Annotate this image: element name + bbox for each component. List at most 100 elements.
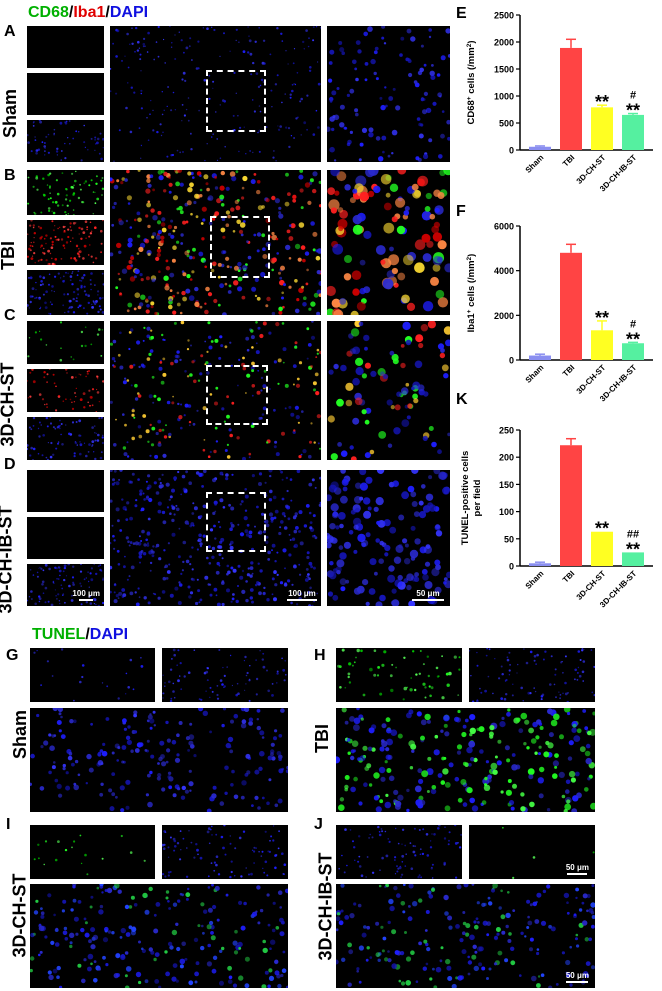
cell-dot <box>209 686 212 689</box>
cell-dot <box>432 877 434 879</box>
cell-dot <box>29 224 32 227</box>
cell-dot <box>68 433 70 435</box>
panel-letter-i: I <box>6 816 11 833</box>
cell-dot <box>447 915 453 921</box>
cell-dot <box>38 857 40 860</box>
cell-dot <box>581 901 585 905</box>
cell-dot <box>238 975 244 981</box>
cell-dot <box>364 362 371 369</box>
cell-dot <box>365 876 367 878</box>
cell-dot <box>72 884 77 887</box>
cell-dot <box>32 574 35 576</box>
cell-dot <box>373 649 377 652</box>
cell-dot <box>411 501 418 507</box>
cell-dot <box>266 598 270 602</box>
cell-dot <box>403 210 410 216</box>
cell-dot <box>585 973 590 978</box>
cell-dot <box>138 365 141 369</box>
cell-dot <box>271 593 274 596</box>
cell-dot <box>29 454 32 457</box>
cell-dot <box>44 564 48 567</box>
cell-dot <box>182 151 184 153</box>
cell-dot <box>384 552 389 557</box>
cell-dot <box>122 718 127 724</box>
cell-dot <box>310 335 316 340</box>
cell-dot <box>232 230 236 233</box>
cell-dot <box>361 409 367 415</box>
cell-dot <box>349 445 354 450</box>
cell-dot <box>73 455 76 458</box>
cell-dot <box>197 67 200 70</box>
cell-dot <box>158 175 164 181</box>
cell-dot <box>340 450 348 457</box>
cell-dot <box>183 51 185 54</box>
cell-dot <box>130 328 134 332</box>
cell-dot <box>130 895 135 900</box>
cell-dot <box>116 549 120 553</box>
cell-dot <box>150 950 155 955</box>
cell-dot <box>31 369 34 371</box>
cell-dot <box>36 149 39 152</box>
cell-dot <box>507 891 510 894</box>
cell-dot <box>181 290 186 296</box>
cell-dot <box>256 189 261 195</box>
cell-dot <box>294 243 301 250</box>
cell-dot <box>185 108 188 111</box>
cell-dot <box>338 665 342 668</box>
cell-dot <box>394 859 396 861</box>
cell-dot <box>282 548 287 553</box>
cell-dot <box>154 952 160 957</box>
dapi-dots <box>27 270 104 315</box>
cell-dot <box>134 268 140 275</box>
cell-dot <box>90 962 93 966</box>
cell-dot <box>189 37 192 40</box>
cell-dot <box>341 854 343 857</box>
cell-dot <box>269 489 273 494</box>
cell-dot <box>353 846 356 849</box>
cell-dot <box>28 426 31 429</box>
cell-dot <box>182 296 187 302</box>
cell-dot <box>354 397 363 406</box>
cell-dot <box>73 452 76 455</box>
cell-dot <box>87 580 90 583</box>
cell-dot <box>348 949 354 955</box>
cell-dot <box>467 960 473 965</box>
cell-dot <box>259 650 261 652</box>
cell-dot <box>118 220 124 226</box>
cell-dot <box>146 326 151 331</box>
cell-dot <box>251 369 255 373</box>
cell-dot <box>47 442 49 444</box>
cell-dot <box>112 534 115 538</box>
cell-dot <box>379 746 385 752</box>
cell-dot <box>172 310 177 315</box>
cell-dot <box>198 698 201 701</box>
y-tick-label: 2000 <box>494 311 514 321</box>
cell-dot <box>70 594 73 597</box>
cell-dot <box>270 516 275 521</box>
y-tick-label: 0 <box>509 146 514 156</box>
cell-dot <box>79 398 83 401</box>
cell-dot <box>51 765 56 770</box>
significance-hash: # <box>630 90 636 102</box>
cell-dot <box>136 252 140 255</box>
cell-dot <box>43 194 46 197</box>
cell-dot <box>136 49 140 52</box>
cell-dot <box>536 983 541 988</box>
cell-dot <box>206 187 210 192</box>
cell-dot <box>147 200 151 204</box>
cell-dot <box>200 698 203 701</box>
cell-dot <box>161 761 167 767</box>
cell-dot <box>262 947 268 954</box>
cell-dot <box>554 668 557 671</box>
cell-dot <box>59 985 63 988</box>
cell-dot <box>65 271 67 274</box>
cell-dot <box>181 474 186 479</box>
cell-dot <box>486 648 488 650</box>
cell-dot <box>357 49 362 54</box>
cell-dot <box>214 510 217 513</box>
cell-dot <box>569 983 573 987</box>
merge-dots <box>30 884 288 988</box>
cell-dot <box>202 448 206 452</box>
cell-dot <box>471 954 477 960</box>
cell-dot <box>72 297 75 301</box>
